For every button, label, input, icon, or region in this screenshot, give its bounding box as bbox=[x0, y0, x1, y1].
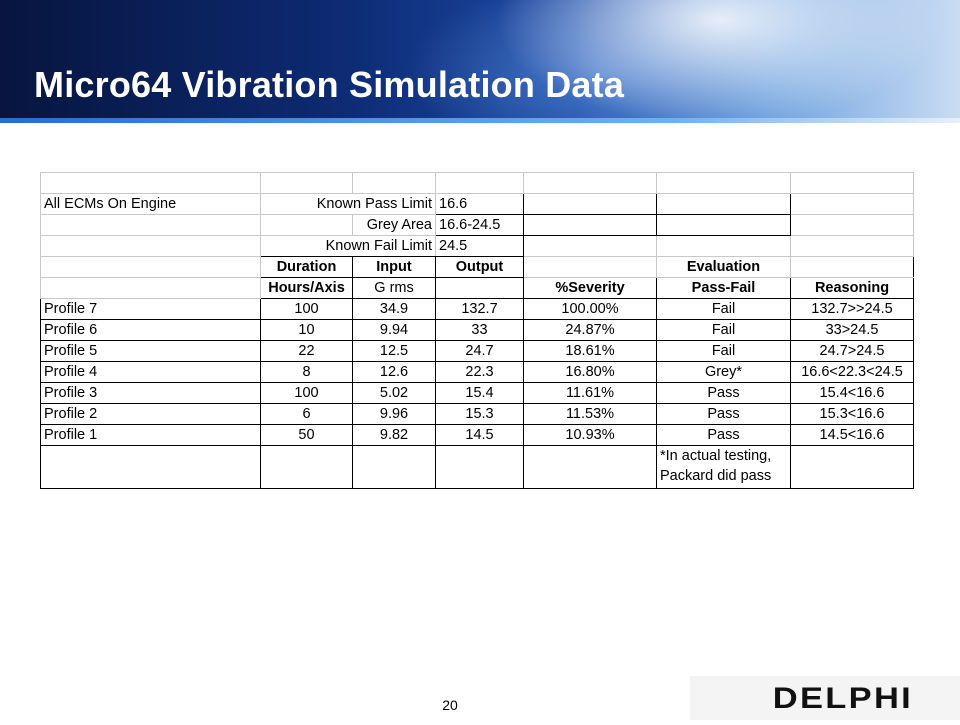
scope-label: All ECMs On Engine bbox=[40, 193, 261, 215]
table-row: Profile 6 10 9.94 33 24.87% Fail 33>24.5 bbox=[40, 319, 914, 341]
severity-cell: 24.87% bbox=[523, 319, 657, 341]
reasoning-cell: 132.7>>24.5 bbox=[790, 298, 914, 320]
severity-cell: 11.53% bbox=[523, 403, 657, 425]
result-cell: Fail bbox=[656, 298, 791, 320]
table-row: Profile 1 50 9.82 14.5 10.93% Pass 14.5<… bbox=[40, 424, 914, 446]
profile-cell: Profile 1 bbox=[40, 424, 261, 446]
hours-cell: 22 bbox=[260, 340, 353, 362]
hours-header: Hours/Axis bbox=[260, 277, 353, 299]
input-header: Input bbox=[352, 256, 436, 278]
delphi-logo: DELPHI bbox=[690, 676, 960, 720]
severity-cell: 16.80% bbox=[523, 361, 657, 383]
reasoning-cell: 16.6<22.3<24.5 bbox=[790, 361, 914, 383]
output-cell: 132.7 bbox=[435, 298, 524, 320]
input-cell: 12.6 bbox=[352, 361, 436, 383]
limit-value: 16.6 bbox=[435, 193, 524, 215]
reasoning-cell: 15.3<16.6 bbox=[790, 403, 914, 425]
result-cell: Fail bbox=[656, 340, 791, 362]
reasoning-cell: 15.4<16.6 bbox=[790, 382, 914, 404]
blank-row bbox=[40, 172, 914, 194]
banner-accent-line bbox=[0, 118, 960, 123]
limit-row: Known Fail Limit 24.5 bbox=[40, 235, 914, 257]
input-cell: 9.82 bbox=[352, 424, 436, 446]
hours-cell: 10 bbox=[260, 319, 353, 341]
severity-cell: 11.61% bbox=[523, 382, 657, 404]
profile-cell: Profile 5 bbox=[40, 340, 261, 362]
table-row: Profile 3 100 5.02 15.4 11.61% Pass 15.4… bbox=[40, 382, 914, 404]
result-cell: Pass bbox=[656, 382, 791, 404]
limit-row: All ECMs On Engine Known Pass Limit 16.6 bbox=[40, 193, 914, 215]
footnote-line: Packard did pass bbox=[660, 468, 772, 484]
reasoning-header: Reasoning bbox=[790, 277, 914, 299]
header-row: Hours/Axis G rms %Severity Pass-Fail Rea… bbox=[40, 277, 914, 299]
severity-cell: 100.00% bbox=[523, 298, 657, 320]
input-cell: 9.94 bbox=[352, 319, 436, 341]
limit-label: Grey Area bbox=[352, 214, 436, 236]
duration-header: Duration bbox=[260, 256, 353, 278]
hours-cell: 100 bbox=[260, 382, 353, 404]
evaluation-header: Evaluation bbox=[656, 256, 791, 278]
profile-cell: Profile 3 bbox=[40, 382, 261, 404]
limit-row: Grey Area 16.6-24.5 bbox=[40, 214, 914, 236]
reasoning-cell: 24.7>24.5 bbox=[790, 340, 914, 362]
reasoning-cell: 14.5<16.6 bbox=[790, 424, 914, 446]
delphi-logo-icon: DELPHI bbox=[773, 681, 913, 714]
output-header: Output bbox=[435, 256, 524, 278]
profile-cell: Profile 4 bbox=[40, 361, 261, 383]
limit-label: Known Pass Limit bbox=[260, 193, 436, 215]
header-row: Duration Input Output Evaluation bbox=[40, 256, 914, 278]
input-cell: 34.9 bbox=[352, 298, 436, 320]
input-cell: 5.02 bbox=[352, 382, 436, 404]
title-banner bbox=[0, 0, 960, 122]
grms-header: G rms bbox=[352, 277, 436, 299]
result-cell: Fail bbox=[656, 319, 791, 341]
severity-header: %Severity bbox=[523, 277, 657, 299]
hours-cell: 100 bbox=[260, 298, 353, 320]
slide-title: Micro64 Vibration Simulation Data bbox=[34, 64, 625, 105]
hours-cell: 8 bbox=[260, 361, 353, 383]
limit-value: 24.5 bbox=[435, 235, 524, 257]
severity-cell: 10.93% bbox=[523, 424, 657, 446]
table-row: Profile 2 6 9.96 15.3 11.53% Pass 15.3<1… bbox=[40, 403, 914, 425]
output-cell: 22.3 bbox=[435, 361, 524, 383]
page-number: 20 bbox=[442, 697, 458, 713]
input-cell: 12.5 bbox=[352, 340, 436, 362]
output-cell: 14.5 bbox=[435, 424, 524, 446]
hours-cell: 6 bbox=[260, 403, 353, 425]
result-cell: Grey* bbox=[656, 361, 791, 383]
table-row: Profile 5 22 12.5 24.7 18.61% Fail 24.7>… bbox=[40, 340, 914, 362]
table-row: Profile 7 100 34.9 132.7 100.00% Fail 13… bbox=[40, 298, 914, 320]
severity-cell: 18.61% bbox=[523, 340, 657, 362]
footnote-line: *In actual testing, bbox=[660, 448, 772, 464]
output-cell: 24.7 bbox=[435, 340, 524, 362]
limit-value: 16.6-24.5 bbox=[435, 214, 524, 236]
reasoning-cell: 33>24.5 bbox=[790, 319, 914, 341]
footnote: *In actual testing, Packard did pass bbox=[656, 445, 791, 489]
footnote-row: *In actual testing, Packard did pass bbox=[40, 445, 914, 489]
output-cell: 33 bbox=[435, 319, 524, 341]
table-row: Profile 4 8 12.6 22.3 16.80% Grey* 16.6<… bbox=[40, 361, 914, 383]
input-cell: 9.96 bbox=[352, 403, 436, 425]
passfail-header: Pass-Fail bbox=[656, 277, 791, 299]
output-cell: 15.4 bbox=[435, 382, 524, 404]
output-cell: 15.3 bbox=[435, 403, 524, 425]
profile-cell: Profile 2 bbox=[40, 403, 261, 425]
vibration-data-table: All ECMs On Engine Known Pass Limit 16.6… bbox=[40, 172, 914, 489]
limit-label: Known Fail Limit bbox=[260, 235, 436, 257]
profile-cell: Profile 7 bbox=[40, 298, 261, 320]
result-cell: Pass bbox=[656, 424, 791, 446]
result-cell: Pass bbox=[656, 403, 791, 425]
hours-cell: 50 bbox=[260, 424, 353, 446]
profile-cell: Profile 6 bbox=[40, 319, 261, 341]
logo-text: DELPHI bbox=[773, 681, 913, 714]
